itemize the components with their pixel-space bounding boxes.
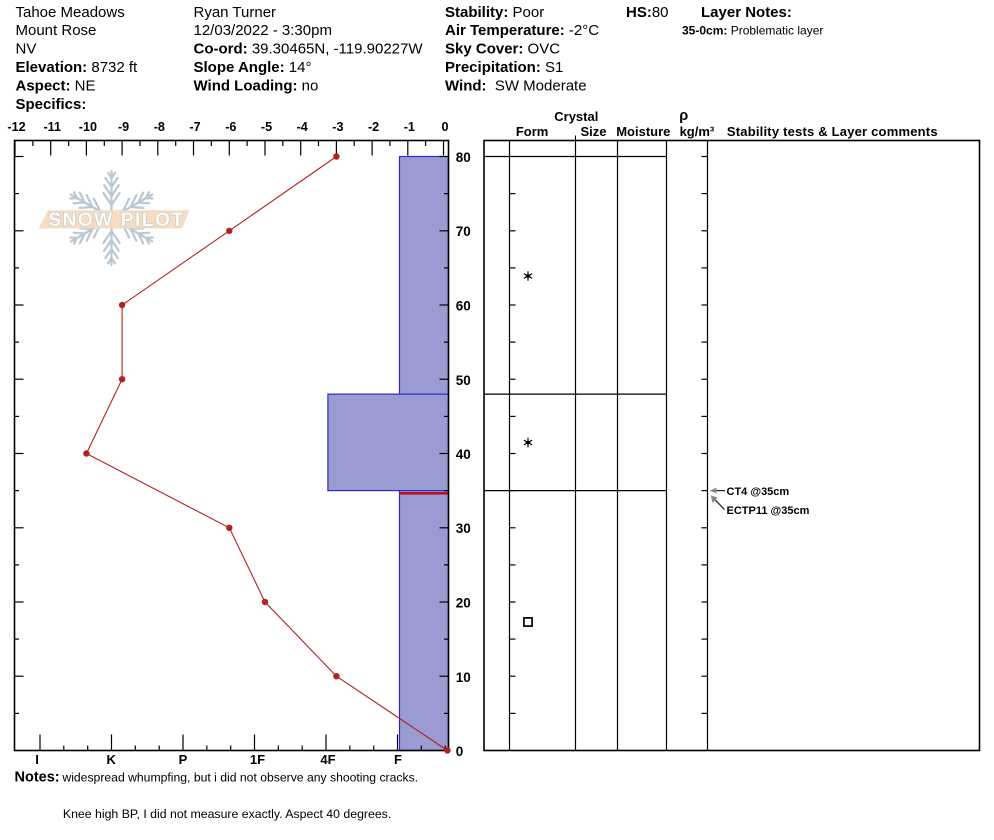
svg-text:Mount Rose: Mount Rose [16, 22, 97, 39]
svg-text:Slope Angle: 14°: Slope Angle: 14° [194, 59, 312, 76]
svg-text:30: 30 [456, 521, 471, 536]
svg-text:Co-ord: 39.30465N, -119.90227W: Co-ord: 39.30465N, -119.90227W [194, 41, 424, 58]
svg-text:-4: -4 [297, 120, 308, 134]
svg-text:20: 20 [456, 596, 471, 611]
svg-text:F: F [394, 752, 402, 767]
svg-text:Sky Cover: OVC: Sky Cover: OVC [445, 41, 560, 58]
svg-text:Stability tests & Layer commen: Stability tests & Layer comments [727, 124, 938, 139]
svg-text:70: 70 [456, 224, 471, 239]
svg-text:SNOW PILOT: SNOW PILOT [48, 210, 184, 231]
svg-text:Ryan Turner: Ryan Turner [194, 4, 277, 21]
svg-text:Layer Notes:: Layer Notes: [701, 4, 792, 21]
svg-text:0: 0 [441, 120, 448, 134]
svg-text:Tahoe Meadows: Tahoe Meadows [16, 4, 125, 21]
svg-text:Form: Form [516, 124, 549, 139]
svg-text:-10: -10 [79, 120, 97, 134]
svg-text:-5: -5 [261, 120, 272, 134]
svg-text:widespread whumpfing, but i di: widespread whumpfing, but i did not obse… [61, 771, 418, 785]
svg-text:ECTP11 @35cm: ECTP11 @35cm [727, 505, 810, 517]
svg-text:K: K [107, 752, 117, 767]
svg-text:0: 0 [456, 744, 464, 759]
svg-text:CT4 @35cm: CT4 @35cm [727, 486, 790, 498]
svg-text:HS:80: HS:80 [626, 4, 669, 21]
svg-text:-3: -3 [332, 120, 343, 134]
svg-text:1F: 1F [250, 752, 265, 767]
svg-text:-6: -6 [225, 120, 236, 134]
svg-text:-11: -11 [43, 120, 61, 134]
svg-text:35-0cm: Problematic layer: 35-0cm: Problematic layer [682, 24, 823, 38]
svg-text:-2: -2 [368, 120, 379, 134]
svg-text:-7: -7 [189, 120, 200, 134]
svg-text:Moisture: Moisture [616, 124, 670, 139]
svg-text:NV: NV [16, 41, 37, 58]
svg-text:Crystal: Crystal [554, 109, 598, 124]
svg-text:-9: -9 [118, 120, 129, 134]
svg-text:Wind: SW Moderate: Wind: SW Moderate [445, 77, 587, 94]
svg-text:Wind Loading: no: Wind Loading: no [194, 77, 319, 94]
svg-text:Air Temperature: -2°C: Air Temperature: -2°C [445, 22, 599, 39]
svg-text:-8: -8 [154, 120, 165, 134]
svg-text:Aspect: NE: Aspect: NE [16, 77, 96, 94]
svg-text:I: I [35, 752, 39, 767]
svg-text:10: 10 [456, 670, 471, 685]
svg-text:40: 40 [456, 447, 471, 462]
svg-text:50: 50 [456, 373, 471, 388]
svg-text:-12: -12 [7, 120, 25, 134]
svg-text:ρ: ρ [679, 108, 688, 124]
svg-text:Size: Size [580, 124, 606, 139]
svg-text:60: 60 [456, 299, 471, 314]
svg-text:P: P [179, 752, 188, 767]
svg-text:Elevation: 8732 ft: Elevation: 8732 ft [16, 59, 139, 76]
svg-text:Specifics:: Specifics: [16, 96, 87, 113]
svg-text:-1: -1 [404, 120, 415, 134]
svg-text:kg/m³: kg/m³ [680, 124, 715, 139]
svg-text:4F: 4F [320, 752, 335, 767]
svg-text:80: 80 [456, 150, 471, 165]
svg-text:Precipitation: S1: Precipitation: S1 [445, 59, 563, 76]
svg-text:12/03/2022 - 3:30pm: 12/03/2022 - 3:30pm [194, 22, 332, 39]
svg-text:Notes:: Notes: [15, 770, 60, 786]
svg-text:Stability: Poor: Stability: Poor [445, 4, 544, 21]
svg-text:Knee high BP, I did not measur: Knee high BP, I did not measure exactly.… [63, 807, 391, 821]
